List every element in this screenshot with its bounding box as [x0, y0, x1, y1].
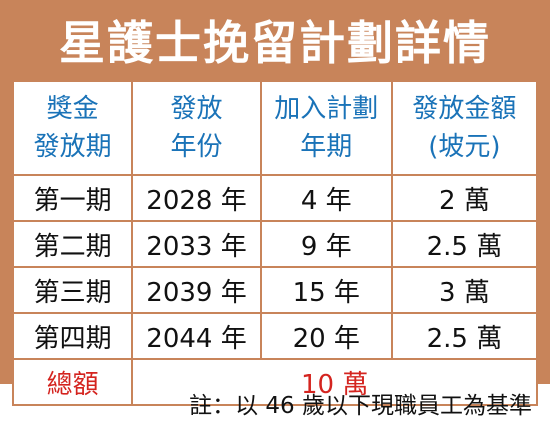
period-cell: 第三期 [11, 266, 134, 314]
tenure-cell: 9 年 [259, 220, 393, 268]
header-line: 加入計劃 [274, 94, 379, 124]
tenure-cell: 20 年 [259, 312, 393, 360]
year-cell: 2033 年 [131, 220, 262, 268]
table-card: 星護士挽留計劃詳情 獎金 發放期 發放 年份 加入計劃 年期 發放金額 (坡元)… [0, 0, 550, 406]
header-row: 獎金 發放期 發放 年份 加入計劃 年期 發放金額 (坡元) [11, 80, 539, 176]
total-row: 總額 10 萬 [11, 358, 538, 406]
total-label: 總額 [11, 358, 134, 406]
page-title: 星護士挽留計劃詳情 [59, 16, 491, 70]
period-cell: 第四期 [11, 312, 134, 360]
amount-cell: 3 萬 [390, 266, 539, 314]
header-line: 獎金 [46, 94, 99, 124]
amount-cell: 2.5 萬 [390, 220, 539, 268]
table-row: 第四期 2044 年 20 年 2.5 萬 [11, 312, 539, 360]
footnote: 註：以 46 歲以下現職員工為基準 [189, 393, 532, 419]
header-line: 發放期 [33, 132, 112, 162]
period-cell: 第一期 [11, 174, 134, 222]
table-row: 第三期 2039 年 15 年 3 萬 [11, 266, 539, 314]
header-line: 發放 [170, 94, 223, 124]
total-value: 10 萬 [131, 358, 538, 406]
table-row: 第二期 2033 年 9 年 2.5 萬 [11, 220, 539, 268]
amount-cell: 2 萬 [390, 174, 539, 222]
header-cell-period: 獎金 發放期 [11, 80, 134, 176]
header-line: 年期 [300, 132, 353, 162]
header-cell-year: 發放 年份 [131, 80, 262, 176]
header-line: 年份 [170, 132, 223, 162]
amount-cell: 2.5 萬 [390, 312, 539, 360]
tenure-cell: 15 年 [259, 266, 393, 314]
year-cell: 2028 年 [131, 174, 262, 222]
table-row: 第一期 2028 年 4 年 2 萬 [11, 174, 539, 222]
header-line: 發放金額 [412, 94, 517, 124]
year-cell: 2044 年 [131, 312, 262, 360]
year-cell: 2039 年 [131, 266, 262, 314]
tenure-cell: 4 年 [259, 174, 393, 222]
details-table: 獎金 發放期 發放 年份 加入計劃 年期 發放金額 (坡元) 第一期 2028 … [11, 80, 539, 406]
header-cell-tenure: 加入計劃 年期 [259, 80, 393, 176]
header-cell-amount: 發放金額 (坡元) [390, 80, 539, 176]
header-line: (坡元) [428, 132, 501, 162]
period-cell: 第二期 [11, 220, 134, 268]
